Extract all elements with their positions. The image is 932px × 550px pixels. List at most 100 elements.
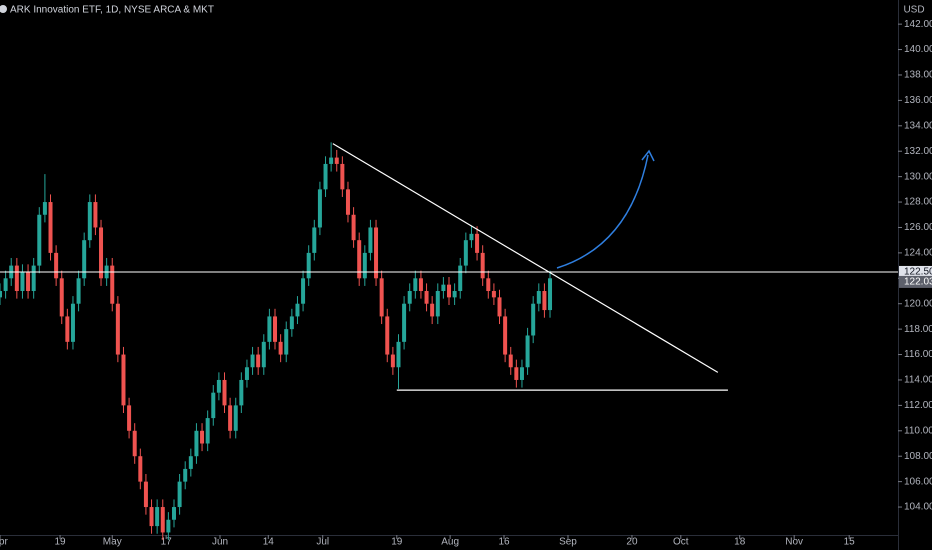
y-tick-label: 114.00 (904, 375, 932, 386)
x-tick-label: Jun (212, 537, 228, 548)
candle-body (188, 456, 193, 469)
candle-body (345, 189, 350, 215)
candle-body (452, 291, 457, 298)
x-tick-label: 18 (734, 537, 746, 548)
candle-body (329, 157, 334, 164)
x-tick-label: Nov (785, 537, 803, 548)
candle-body (194, 430, 199, 457)
y-tick-label: 132.00 (904, 146, 932, 157)
y-tick-label: 130.00 (904, 171, 932, 182)
x-tick-label: 16 (498, 537, 510, 548)
trend-line (332, 143, 719, 373)
candle-body (171, 507, 176, 520)
y-tick-label: 116.00 (904, 349, 932, 360)
y-tick-label: 104.00 (904, 502, 932, 513)
candle-body (76, 278, 81, 304)
candle-body (250, 354, 255, 368)
chart-title: ARK Innovation ETF, 1D, NYSE ARCA & MKT (10, 5, 214, 16)
candle-body (244, 367, 249, 380)
candle-body (82, 240, 87, 279)
candle-body (463, 240, 468, 266)
candle-body (132, 430, 137, 457)
candle-body (228, 405, 233, 431)
candle-body (54, 252, 59, 279)
candle-body (26, 271, 31, 292)
currency-label: USD (903, 5, 924, 16)
y-tick-label: 120.00 (904, 298, 932, 309)
x-tick-label: Oct (673, 537, 689, 548)
candle-body (87, 202, 92, 241)
y-tick-label: 136.00 (904, 95, 932, 106)
last-price-tag (899, 275, 932, 288)
candle-body (536, 291, 541, 304)
candle-body (413, 278, 418, 292)
x-tick-label: Aug (441, 537, 459, 548)
arrow-head (641, 149, 655, 162)
candle-body (491, 291, 496, 298)
candle-body (37, 214, 42, 266)
y-tick-label: 106.00 (904, 476, 932, 487)
candle-body (497, 297, 502, 317)
candle-body (317, 189, 322, 228)
candle-body (435, 291, 440, 317)
y-tick-label: 128.00 (904, 197, 932, 208)
candle-body (222, 379, 227, 406)
candle-body (256, 354, 261, 368)
candle-body (267, 316, 272, 342)
candle-body (447, 284, 451, 298)
candle-body (177, 481, 182, 508)
last-price-label: 122.03 (904, 277, 932, 288)
candle-body (508, 354, 513, 368)
candle-body (542, 291, 547, 311)
candle-body (42, 202, 47, 215)
candle-body (418, 278, 423, 292)
candle-body (379, 278, 384, 317)
candle-body (362, 252, 367, 279)
candle-body (469, 233, 474, 241)
candle-body (441, 284, 446, 292)
candle-body (430, 303, 435, 317)
candle-body (475, 233, 480, 253)
y-tick-label: 110.00 (904, 425, 932, 436)
y-tick-label: 142.00 (904, 19, 932, 30)
candle-body (340, 163, 345, 190)
x-tick-label: 19 (391, 537, 403, 548)
candle-body (155, 507, 160, 527)
y-tick-label: 126.00 (904, 222, 932, 233)
candle-body (121, 354, 126, 406)
y-tick-label: 134.00 (904, 120, 932, 131)
x-tick-label: 14 (263, 537, 275, 548)
candle-body (289, 316, 294, 330)
candle-body (402, 303, 407, 342)
x-tick-label: Jul (316, 537, 329, 548)
candle-body (323, 163, 328, 190)
candle-body (20, 271, 25, 292)
candle-body (59, 278, 64, 317)
candle-body (211, 392, 216, 419)
candle-body (160, 507, 165, 533)
candle-body (396, 341, 401, 368)
candle-body (368, 227, 373, 253)
x-tick-label: 20 (626, 537, 638, 548)
candle-body (306, 252, 311, 279)
candle-body (519, 367, 524, 380)
x-tick-label: 17 (161, 537, 173, 548)
candle-body (525, 335, 530, 368)
candle-body (205, 418, 210, 444)
candle-body (458, 265, 463, 292)
candle-body (357, 240, 362, 279)
candle-body (138, 456, 143, 482)
candle-body (548, 278, 553, 311)
candle-body (166, 519, 171, 533)
candle-body (261, 341, 266, 368)
candle-body (14, 265, 19, 292)
candle-body (334, 157, 339, 164)
candle-body (149, 507, 154, 527)
candle-body (424, 291, 429, 304)
candle-body (374, 227, 379, 279)
y-tick-label: 112.00 (904, 400, 932, 411)
candle-body (503, 316, 508, 355)
candle-body (301, 278, 306, 304)
